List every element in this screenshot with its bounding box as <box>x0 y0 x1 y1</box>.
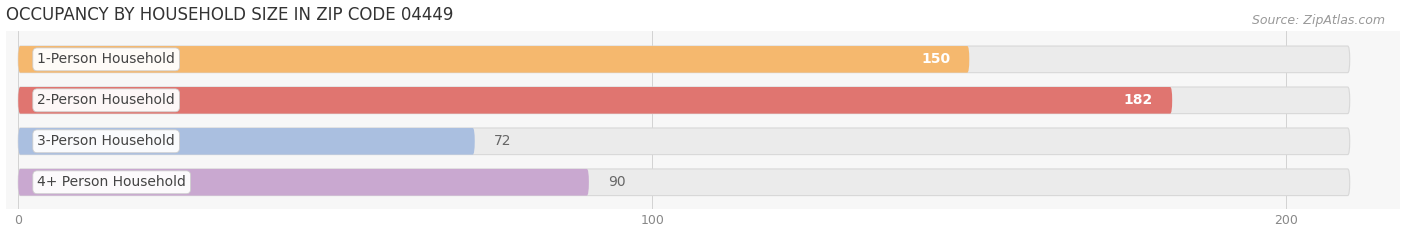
FancyBboxPatch shape <box>18 87 1350 114</box>
Text: 1-Person Household: 1-Person Household <box>37 52 176 66</box>
Text: Source: ZipAtlas.com: Source: ZipAtlas.com <box>1251 14 1385 27</box>
Text: 2-Person Household: 2-Person Household <box>37 93 174 107</box>
Text: 3-Person Household: 3-Person Household <box>37 134 174 148</box>
FancyBboxPatch shape <box>18 46 1350 73</box>
Text: 182: 182 <box>1123 93 1153 107</box>
Text: 4+ Person Household: 4+ Person Household <box>37 175 186 189</box>
FancyBboxPatch shape <box>18 169 589 195</box>
FancyBboxPatch shape <box>18 87 1173 114</box>
FancyBboxPatch shape <box>18 169 1350 195</box>
FancyBboxPatch shape <box>18 46 969 73</box>
FancyBboxPatch shape <box>18 128 1350 155</box>
FancyBboxPatch shape <box>18 128 475 155</box>
Text: 90: 90 <box>607 175 626 189</box>
Text: OCCUPANCY BY HOUSEHOLD SIZE IN ZIP CODE 04449: OCCUPANCY BY HOUSEHOLD SIZE IN ZIP CODE … <box>6 6 453 24</box>
Text: 150: 150 <box>921 52 950 66</box>
Text: 72: 72 <box>494 134 512 148</box>
